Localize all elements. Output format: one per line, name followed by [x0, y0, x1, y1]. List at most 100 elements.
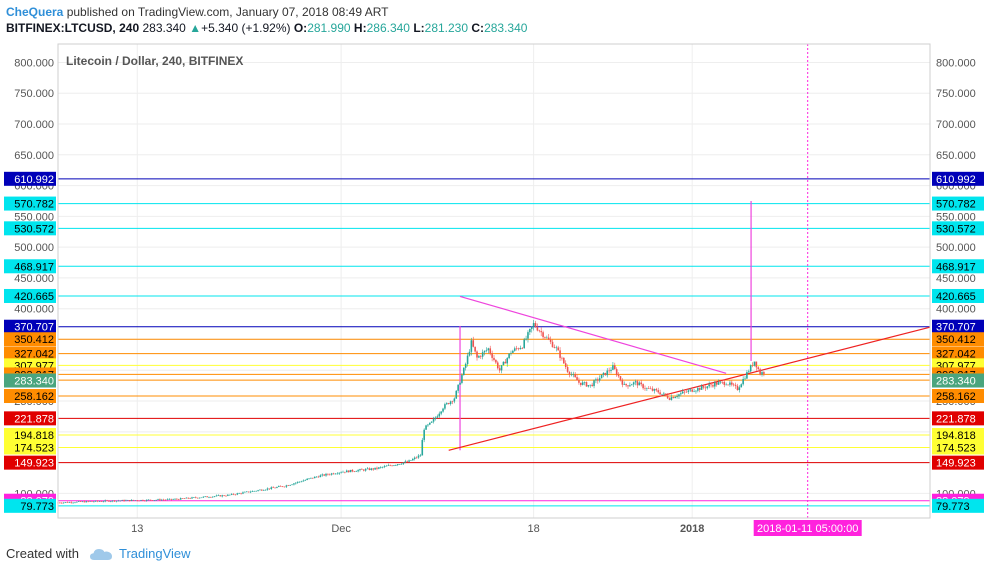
- level-tag-left-bg: [4, 440, 56, 455]
- candle-body: [561, 357, 563, 359]
- candle-body: [653, 389, 656, 391]
- level-tag-right: 327.042: [936, 349, 976, 361]
- candle-body: [693, 391, 695, 393]
- candle-body: [517, 348, 520, 350]
- candle-body: [206, 496, 208, 498]
- candle-body: [557, 347, 559, 351]
- candle-body: [532, 323, 535, 327]
- candle-body: [593, 380, 595, 387]
- candle-body: [736, 385, 739, 391]
- candle-body: [551, 341, 554, 348]
- drawing-tools: [448, 44, 931, 518]
- level-tag-left-bg: [4, 373, 56, 388]
- candle-body: [521, 347, 524, 349]
- candle-body: [153, 500, 156, 501]
- last-price: 283.340: [142, 21, 186, 35]
- candle-body: [317, 476, 320, 478]
- candle-body: [495, 359, 497, 363]
- candle-body: [59, 502, 61, 504]
- candle-body: [361, 469, 363, 470]
- candle-series: [57, 320, 765, 504]
- close-label: C:: [471, 21, 485, 35]
- candle-body: [440, 411, 442, 414]
- candle-body: [300, 481, 303, 483]
- candle-body: [585, 382, 588, 387]
- candle-body: [211, 496, 214, 498]
- candle-body: [366, 468, 369, 470]
- candle-body: [179, 498, 182, 500]
- candle-body: [200, 497, 203, 499]
- candle-body: [323, 474, 325, 476]
- candle-body: [474, 346, 476, 352]
- y-tick-label-right: 500.000: [936, 242, 976, 254]
- candle-body: [479, 356, 482, 357]
- level-tag-right-bg: [932, 346, 984, 361]
- price-axes[interactable]: 800.000 800.000 750.000 750.000 700.000 700.0…: [4, 57, 984, 513]
- candle-body: [279, 486, 282, 487]
- time-axis[interactable]: 13 Dec 18 2018 2018-01-11 05:00:00: [131, 520, 862, 536]
- candle-body: [349, 469, 352, 473]
- candle-body: [636, 381, 639, 386]
- candle-body: [161, 499, 163, 501]
- candle-body: [610, 369, 612, 371]
- candle-body: [344, 471, 346, 473]
- symbol-label: BITFINEX:LTCUSD, 240: [6, 21, 140, 35]
- candle-body: [487, 348, 490, 351]
- candle-body: [430, 421, 433, 423]
- candle-body: [121, 500, 123, 501]
- candle-body: [104, 500, 106, 502]
- candle-body: [262, 490, 265, 491]
- candle-body: [563, 357, 565, 364]
- candle-body: [170, 498, 173, 500]
- level-tag-right: 258.162: [936, 391, 976, 403]
- candle-body: [455, 390, 458, 399]
- chart-header: CheQuera published on TradingView.com, J…: [6, 4, 527, 36]
- candle-body: [680, 393, 682, 395]
- candle-body: [704, 387, 707, 389]
- candle-body: [68, 502, 71, 503]
- candle-body: [62, 502, 65, 504]
- tradingview-brand-link[interactable]: TradingView: [118, 546, 191, 561]
- candle-body: [221, 495, 224, 497]
- candle-body: [604, 372, 607, 376]
- candle-body: [298, 481, 301, 483]
- x-tick-label: 13: [131, 523, 143, 535]
- candle-body: [489, 348, 492, 354]
- candle-body: [232, 493, 235, 495]
- candle-body: [578, 380, 580, 383]
- candle-body: [421, 439, 424, 456]
- level-tag-right: 570.782: [936, 199, 976, 211]
- low-label: L:: [413, 21, 425, 35]
- candle-body: [746, 372, 748, 379]
- candle-body: [183, 498, 186, 500]
- candle-body: [634, 381, 637, 383]
- candle-body: [644, 388, 646, 389]
- up-arrow-icon: ▲: [189, 21, 202, 35]
- candle-body: [719, 381, 722, 383]
- level-tag-right: 530.572: [936, 223, 976, 235]
- candle-body: [564, 363, 567, 368]
- candle-body: [685, 391, 688, 393]
- y-tick-label-left: 650.000: [14, 150, 54, 162]
- candle-body: [181, 498, 184, 499]
- author-link[interactable]: CheQuera: [6, 5, 64, 19]
- candle-body: [625, 383, 627, 386]
- candle-body: [244, 491, 246, 493]
- level-tag-left-bg: [4, 428, 56, 443]
- open-value: 281.990: [307, 21, 351, 35]
- candle-body: [591, 384, 593, 387]
- candle-body: [164, 499, 167, 501]
- candle-body: [162, 499, 165, 501]
- candle-body: [710, 384, 712, 386]
- candle-body: [270, 487, 273, 490]
- candle-body: [368, 468, 371, 470]
- candle-body: [566, 367, 569, 372]
- candle-body: [264, 489, 267, 491]
- candle-body: [185, 497, 188, 499]
- candle-body: [595, 379, 597, 381]
- level-tag-right: 149.923: [936, 458, 976, 470]
- level-tag-left-bg: [4, 288, 56, 303]
- candle-body: [149, 499, 152, 501]
- candle-body: [217, 495, 220, 496]
